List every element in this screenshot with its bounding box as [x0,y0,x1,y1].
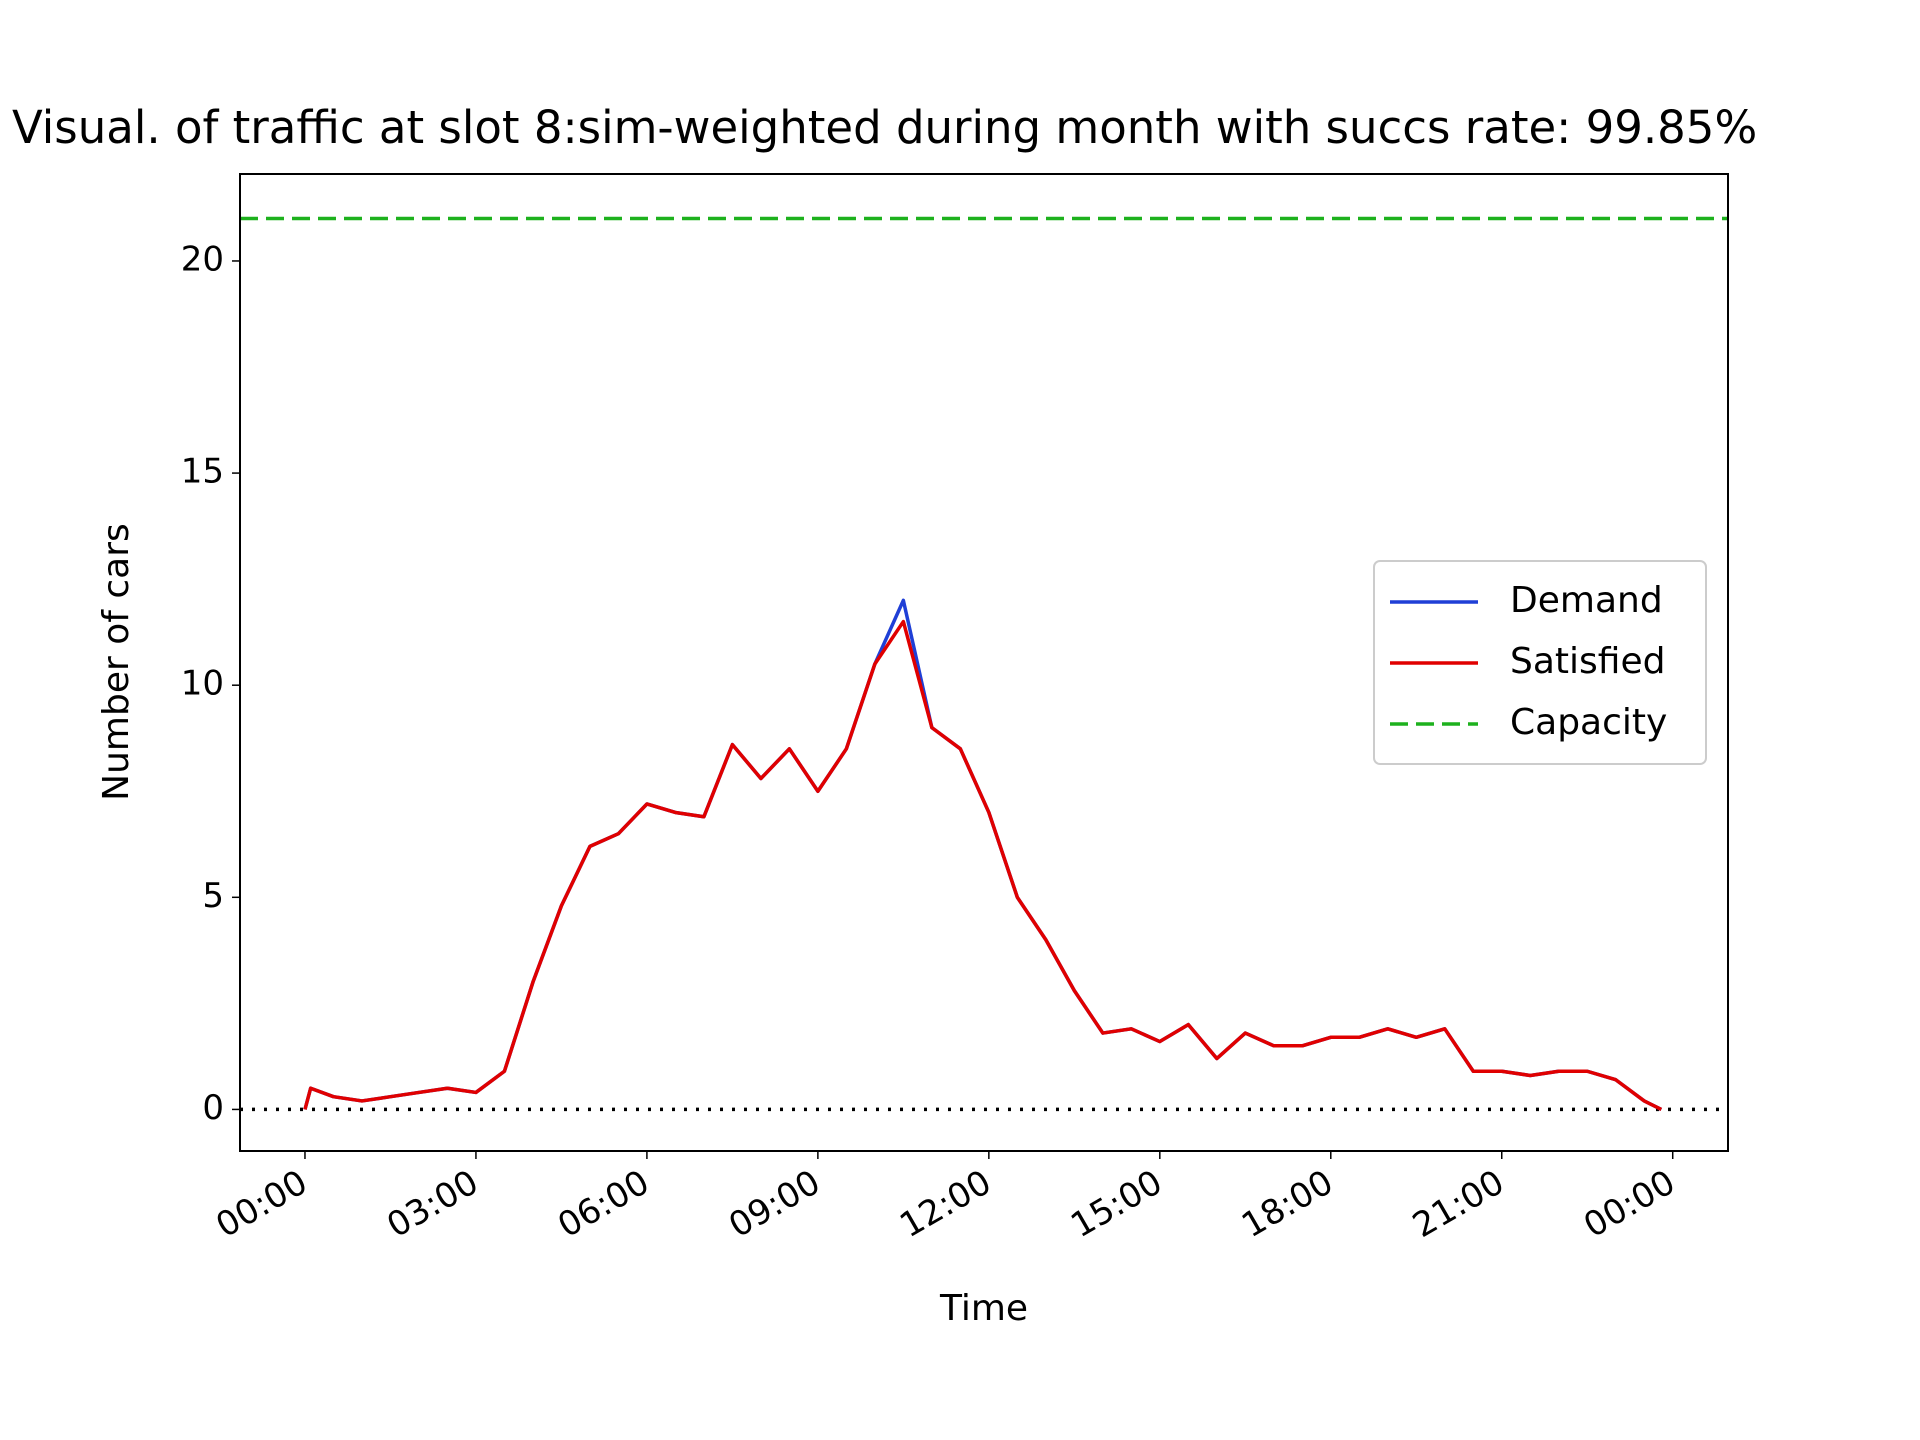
plot-area [240,216,1728,1112]
legend-label: Capacity [1510,702,1667,743]
plot-frame [239,173,1729,1152]
x-tick-label: 00:00 [209,1162,314,1246]
data-line [303,619,1663,1111]
x-tick-label: 15:00 [1064,1162,1169,1246]
x-tick-label: 06:00 [551,1162,656,1246]
y-tick-label: 10 [181,664,224,704]
legend-label: Demand [1510,580,1663,621]
y-tick-label: 20 [181,239,224,279]
y-axis-label: Number of cars [96,523,137,801]
legend-label: Satisfied [1510,641,1665,682]
x-tick-label: 09:00 [722,1162,827,1246]
x-tick-label: 00:00 [1577,1162,1682,1246]
x-tick-label: 21:00 [1406,1162,1511,1246]
x-tick-label: 03:00 [380,1162,485,1246]
y-tick-label: 5 [202,876,224,916]
chart-title: Visual. of traffic at slot 8:sim-weighte… [12,101,1757,154]
x-tick-label: 12:00 [893,1162,998,1246]
y-tick-label: 15 [181,452,224,492]
y-tick-label: 0 [202,1088,224,1128]
x-tick-label: 18:00 [1235,1162,1340,1246]
x-axis-label: Time [939,1288,1028,1329]
legend-box [1373,560,1707,765]
